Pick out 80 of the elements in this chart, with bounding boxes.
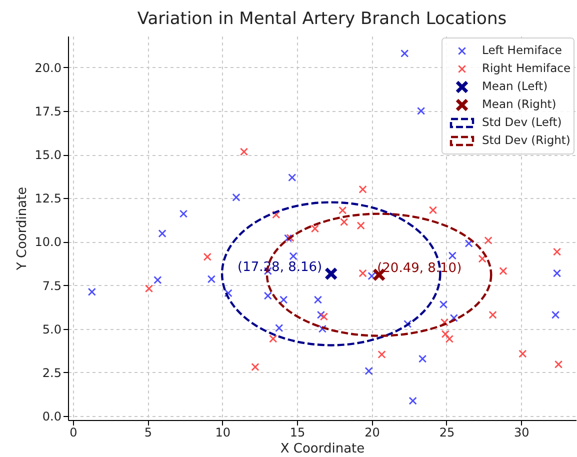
point — [272, 210, 280, 219]
annotation: Std Dev (Left) — [482, 115, 562, 129]
point — [445, 334, 454, 343]
y-tick-label: 20.0 — [34, 60, 62, 75]
point — [154, 276, 162, 284]
point — [441, 330, 450, 338]
point — [417, 106, 426, 116]
y-tick-label: 0.0 — [42, 409, 62, 424]
point — [289, 252, 298, 260]
data-label: (20.49, 8.10) — [377, 260, 462, 276]
point — [551, 310, 560, 319]
point — [368, 272, 376, 280]
point — [310, 224, 320, 233]
x-tick-label: 20 — [364, 426, 380, 440]
x-tick-label: 10 — [215, 426, 230, 440]
point — [358, 269, 367, 278]
point — [224, 289, 232, 298]
x-tick-label: 15 — [290, 426, 306, 440]
point — [484, 236, 492, 245]
point — [88, 288, 96, 296]
point — [318, 324, 326, 333]
point — [448, 252, 456, 260]
point — [288, 173, 296, 182]
y-tick-label: 5.0 — [42, 322, 62, 336]
point — [418, 354, 427, 363]
y-tick-label: 2.5 — [42, 366, 62, 380]
x-axis-title: X Coordinate — [280, 442, 365, 456]
y-tick-label: 10.0 — [34, 235, 62, 250]
y-tick-label: 17.5 — [34, 104, 62, 118]
x-tick-label: 30 — [514, 426, 530, 440]
point — [400, 49, 409, 58]
annotation: Std Dev (Right) — [482, 133, 570, 147]
point — [264, 292, 272, 300]
point — [358, 185, 367, 194]
point — [378, 350, 386, 359]
point — [478, 254, 486, 263]
point — [428, 206, 438, 214]
point — [280, 296, 288, 304]
point — [232, 193, 240, 202]
point — [324, 268, 338, 280]
point — [408, 396, 417, 405]
point — [554, 360, 563, 368]
x-tick-label: 0 — [70, 426, 78, 440]
y-tick-label: 15.0 — [34, 148, 62, 162]
point — [518, 350, 527, 358]
point — [158, 229, 166, 238]
legend-label: Right Hemiface — [482, 61, 571, 75]
x-tick-label: 5 — [144, 426, 152, 440]
point — [144, 284, 154, 293]
point — [488, 310, 497, 319]
point — [240, 148, 248, 156]
y-axis-title: Y Coordinate — [14, 186, 30, 272]
legend-label: Mean (Left) — [482, 79, 548, 93]
legend-label: Left Hemiface — [482, 43, 562, 57]
y-tick-label: 7.5 — [42, 278, 62, 293]
point — [203, 252, 212, 261]
point — [499, 266, 508, 276]
point — [251, 362, 260, 372]
point — [464, 239, 473, 248]
x-tick-label: 25 — [439, 426, 455, 440]
point — [207, 275, 216, 284]
chart-title: Variation in Mental Artery Branch Locations — [137, 9, 507, 29]
point — [316, 310, 326, 319]
point — [450, 314, 458, 322]
point — [340, 218, 348, 226]
point — [179, 210, 188, 218]
point — [552, 248, 562, 256]
point — [439, 300, 448, 308]
point — [269, 334, 278, 343]
legend-label: Mean (Right) — [482, 97, 556, 111]
point — [356, 222, 365, 230]
point — [320, 312, 328, 321]
y-tick-label: 12.5 — [34, 192, 62, 206]
point — [338, 206, 347, 214]
point — [314, 296, 322, 304]
point — [364, 366, 373, 376]
point — [275, 324, 284, 332]
data-label: (17.28, 8.16) — [238, 260, 322, 275]
point — [552, 269, 562, 278]
point — [404, 320, 412, 328]
